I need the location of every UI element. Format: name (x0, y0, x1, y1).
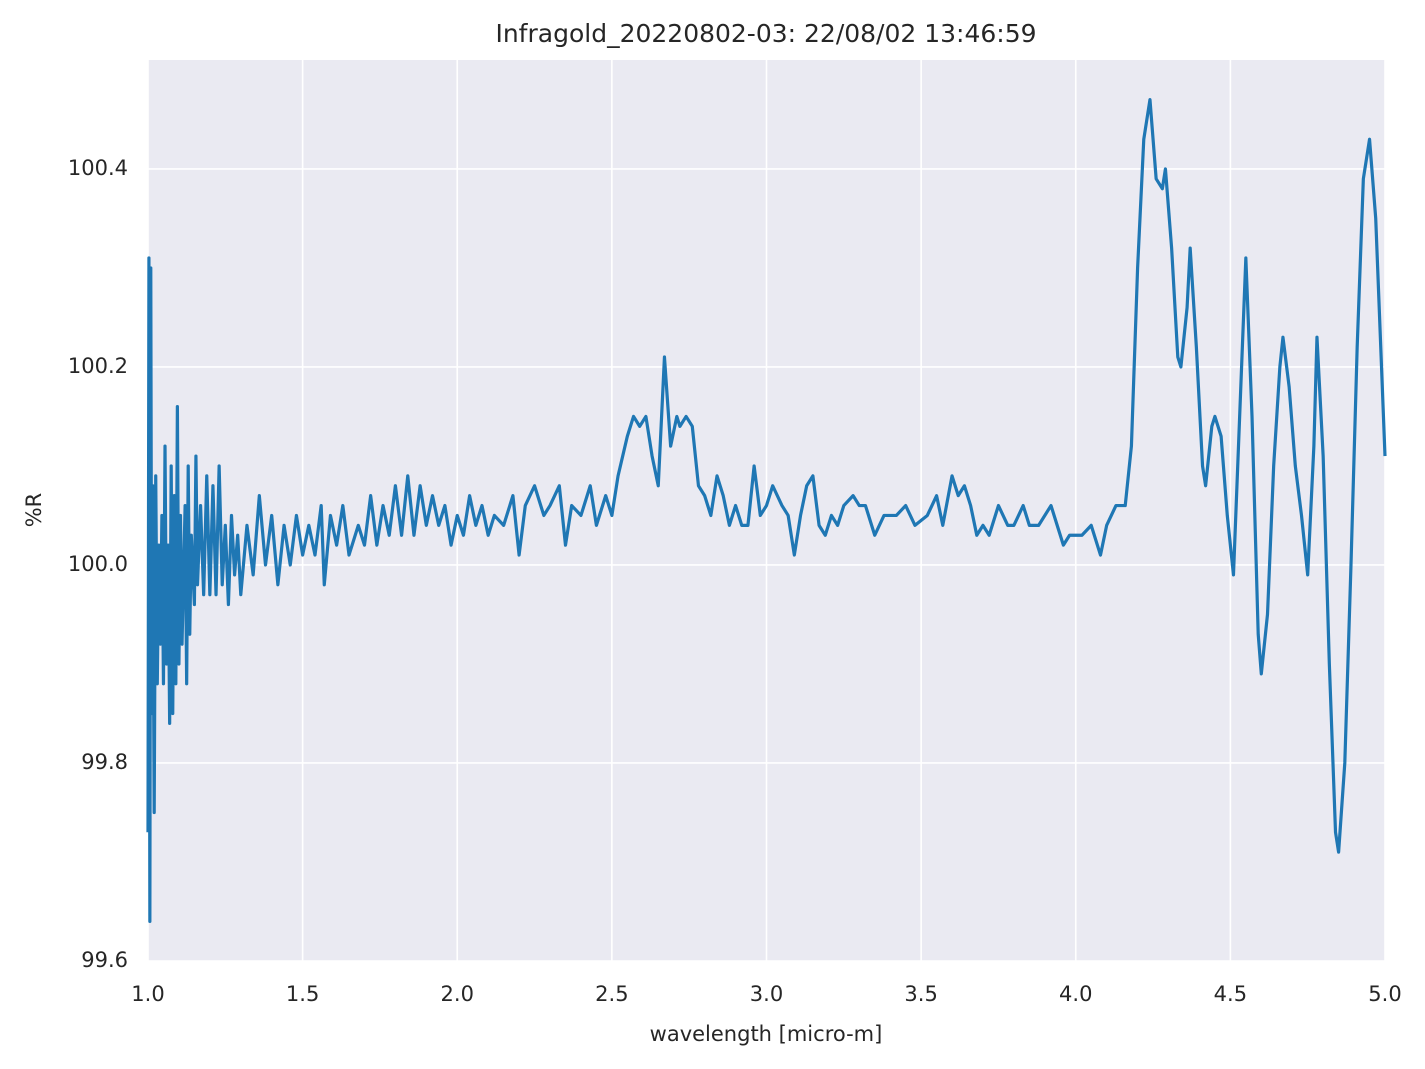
y-tick-label: 99.6 (81, 948, 128, 972)
x-tick-label: 4.5 (1214, 982, 1247, 1006)
x-tick-label: 4.0 (1059, 982, 1092, 1006)
x-tick-label: 3.0 (750, 982, 783, 1006)
x-tick-label: 1.0 (131, 982, 164, 1006)
x-tick-label: 2.5 (595, 982, 628, 1006)
y-tick-label: 100.4 (68, 156, 128, 180)
x-tick-label: 3.5 (904, 982, 937, 1006)
data-line (146, 98, 1387, 923)
x-tick-label: 2.0 (441, 982, 474, 1006)
y-tick-label: 100.2 (68, 354, 128, 378)
x-axis-label: wavelength [micro-m] (650, 1022, 883, 1046)
y-axis-label: %R (22, 493, 46, 528)
x-tick-label: 1.5 (286, 982, 319, 1006)
chart-title: Infragold_20220802-03: 22/08/02 13:46:59 (495, 19, 1036, 48)
y-tick-label: 99.8 (81, 750, 128, 774)
x-tick-label: 5.0 (1368, 982, 1401, 1006)
y-tick-label: 100.0 (68, 552, 128, 576)
